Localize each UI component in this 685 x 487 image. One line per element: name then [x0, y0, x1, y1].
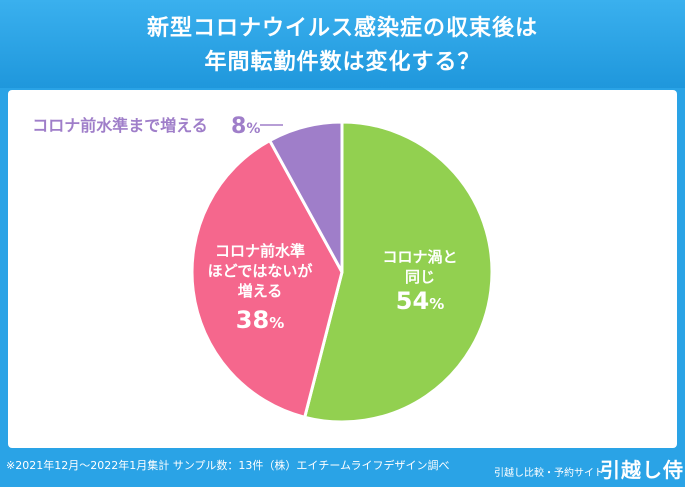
footer-subtitle: 引越し比較・予約サイト	[494, 468, 604, 479]
pie-slice-2	[190, 139, 344, 419]
header-banner: 新型コロナウイルス感染症の収束後は 年間転勤件数は変化する？	[0, 0, 685, 88]
slice-label-2: コロナ前水準ほどではないが増える	[208, 242, 314, 300]
brand-logo: 引越し侍	[600, 458, 684, 482]
slice-label-3: コロナ前水準まで増える	[32, 116, 208, 135]
chart-title-line-2: 年間転勤件数は変化する？	[204, 50, 481, 75]
pie-slice-3	[268, 120, 344, 274]
footer-note: ※2021年12月〜2022年1月集計 サンプル数：13件（株）エイチームライフ…	[6, 459, 450, 472]
pie-slice-1	[303, 120, 494, 424]
chart-title-line-1: 新型コロナウイルス感染症の収束後は	[146, 16, 538, 41]
slice-percent-3: 8%	[231, 114, 260, 139]
slice-label-1: コロナ渦と同じ	[382, 248, 457, 286]
